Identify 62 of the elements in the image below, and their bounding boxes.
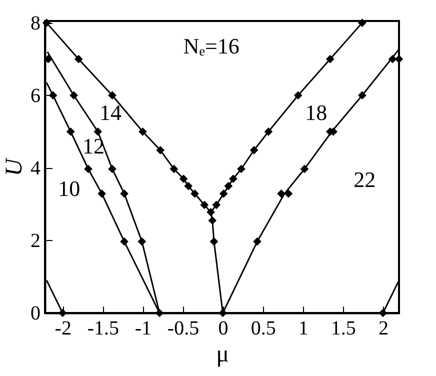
x-tick-label: -0.5 bbox=[167, 318, 200, 340]
y-tick-label: 8 bbox=[30, 12, 40, 34]
point bbox=[358, 91, 366, 100]
point bbox=[388, 54, 397, 64]
point bbox=[208, 216, 217, 225]
y-axis-title: U bbox=[2, 157, 28, 176]
point bbox=[229, 174, 238, 183]
point bbox=[184, 182, 193, 190]
point bbox=[219, 189, 228, 198]
point bbox=[250, 146, 258, 154]
point bbox=[206, 208, 215, 216]
point bbox=[300, 164, 309, 174]
point bbox=[326, 54, 334, 64]
point bbox=[200, 200, 209, 210]
point bbox=[70, 91, 78, 100]
point bbox=[253, 237, 262, 246]
y-tick-label: 4 bbox=[30, 157, 40, 180]
point bbox=[138, 237, 146, 246]
annotation: 10 bbox=[58, 176, 80, 201]
point bbox=[155, 308, 164, 318]
x-tick-label: 1.5 bbox=[330, 318, 356, 340]
point bbox=[212, 200, 221, 210]
point bbox=[170, 164, 178, 174]
annotation: 18 bbox=[305, 100, 328, 125]
point bbox=[94, 127, 102, 136]
point bbox=[108, 164, 116, 174]
point bbox=[264, 127, 273, 136]
x-tick-label: -2 bbox=[54, 318, 72, 340]
point bbox=[210, 237, 218, 246]
point bbox=[237, 164, 246, 174]
point bbox=[156, 146, 165, 154]
annotation: 14 bbox=[99, 100, 122, 125]
point bbox=[378, 308, 388, 318]
x-tick-label: 2 bbox=[378, 318, 388, 340]
x-tick-label: 0 bbox=[218, 318, 228, 340]
point bbox=[294, 91, 302, 100]
point bbox=[138, 127, 147, 136]
annotation: 22 bbox=[354, 167, 376, 192]
y-tick-label: 6 bbox=[30, 84, 40, 107]
x-axis-title: μ bbox=[216, 342, 229, 368]
point bbox=[48, 91, 58, 100]
x-tick-label: 0.5 bbox=[250, 318, 276, 340]
y-tick-label: 2 bbox=[30, 230, 40, 252]
point bbox=[284, 189, 293, 198]
point bbox=[120, 237, 128, 246]
point bbox=[74, 54, 83, 64]
point bbox=[108, 91, 116, 100]
x-tick-label: -1.5 bbox=[87, 318, 119, 340]
x-tick-label: -1 bbox=[134, 318, 152, 340]
y-tick-label: 0 bbox=[30, 302, 40, 324]
point bbox=[98, 189, 106, 198]
point bbox=[179, 174, 188, 183]
point bbox=[224, 182, 233, 190]
point bbox=[190, 189, 199, 198]
point bbox=[120, 189, 128, 198]
point bbox=[277, 189, 286, 198]
x-tick-label: 1 bbox=[298, 318, 308, 340]
point bbox=[66, 127, 75, 136]
point bbox=[84, 164, 92, 174]
point bbox=[218, 308, 227, 318]
point bbox=[358, 18, 366, 27]
annotation: Nₑ=16 bbox=[183, 33, 240, 58]
